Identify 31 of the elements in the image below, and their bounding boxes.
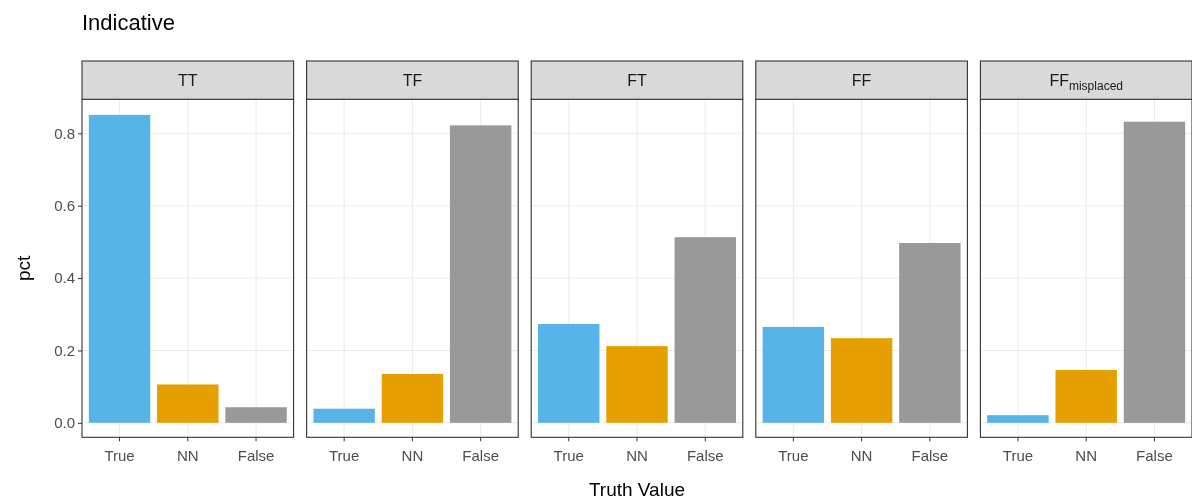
bar	[157, 384, 219, 423]
chart-title: FT	[627, 72, 647, 89]
y-tick-label: 0.2	[54, 341, 75, 359]
x-tick-label: True	[1002, 446, 1034, 464]
bar	[225, 407, 287, 423]
x-tick-label: True	[553, 446, 584, 464]
x-axis-title: Truth Value	[588, 479, 686, 500]
y-tick-label: 0.6	[54, 196, 75, 214]
x-tick-label: NN	[626, 446, 648, 464]
x-tick-label: True	[328, 446, 360, 464]
x-tick-label: NN	[1075, 446, 1098, 464]
x-tick-label: True	[778, 446, 809, 464]
x-tick-label: False	[1136, 446, 1173, 464]
y-tick-label: 0.4	[54, 269, 75, 287]
bar	[88, 114, 151, 423]
chart-title: FF$_{misplaced}$	[1049, 72, 1123, 93]
x-tick-label: NN	[401, 446, 424, 464]
y-tick-label: 0.0	[54, 414, 75, 432]
y-axis-title: pct	[13, 254, 34, 281]
x-tick-label: False	[911, 446, 949, 464]
x-tick-label: NN	[176, 446, 199, 464]
x-tick-label: False	[686, 446, 724, 464]
x-tick-label: False	[462, 446, 499, 464]
text: Indicative	[82, 10, 175, 35]
chart-title: FF	[851, 72, 872, 89]
x-tick-label: NN	[850, 446, 873, 464]
x-tick-label: True	[104, 446, 135, 464]
x-tick-label: False	[237, 446, 275, 464]
y-tick-label: 0.8	[54, 124, 75, 142]
chart-title: TT	[178, 72, 198, 89]
chart-title: TF	[402, 72, 423, 89]
